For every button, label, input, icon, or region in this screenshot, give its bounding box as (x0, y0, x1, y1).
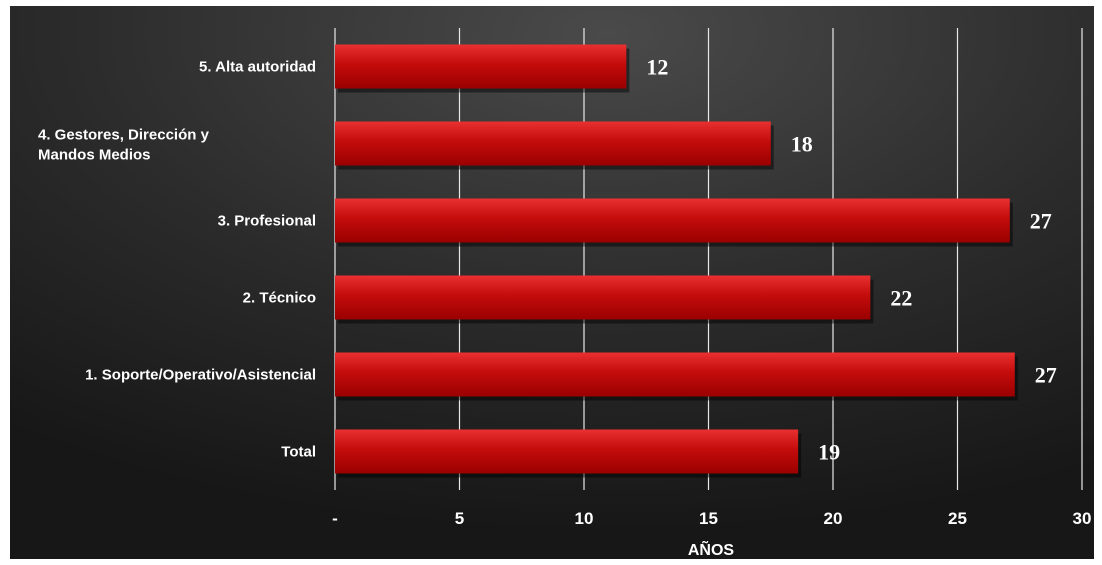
data-label: 12 (646, 55, 668, 80)
bar-6 (335, 429, 799, 474)
data-label: 19 (818, 440, 840, 465)
data-label: 27 (1030, 209, 1052, 234)
bars (335, 44, 1018, 478)
category-label: 4. Gestores, Dirección y Mandos Medios (38, 127, 210, 164)
x-tick-label: 10 (575, 509, 594, 528)
data-label: 22 (890, 286, 912, 311)
category-label: 5. Alta autoridad (199, 59, 316, 76)
x-tick-label: 5 (455, 509, 464, 528)
data-label: 27 (1035, 363, 1057, 388)
bar-1 (335, 44, 627, 89)
category-label: 2. Técnico (243, 290, 316, 307)
data-label: 18 (791, 132, 813, 157)
labels: - 5 10 15 20 25 30 12 5. Alta autoridad 18 4. Gest… (38, 55, 1091, 529)
bar-3 (335, 198, 1010, 243)
bar-2 (335, 121, 771, 166)
x-tick-label: - (332, 509, 338, 528)
x-tick-label: 15 (699, 509, 718, 528)
gridlines (334, 28, 1083, 490)
bar-4 (335, 275, 871, 320)
category-label: 1. Soporte/Operativo/Asistencial (85, 367, 316, 384)
category-label: 3. Profesional (218, 213, 316, 230)
x-tick-label: 25 (948, 509, 967, 528)
x-tick-label: 30 (1073, 509, 1092, 528)
category-label: Total (281, 444, 316, 461)
bar-5 (335, 352, 1015, 397)
x-tick-label: 20 (824, 509, 843, 528)
x-axis-title: AÑOS (688, 539, 735, 559)
